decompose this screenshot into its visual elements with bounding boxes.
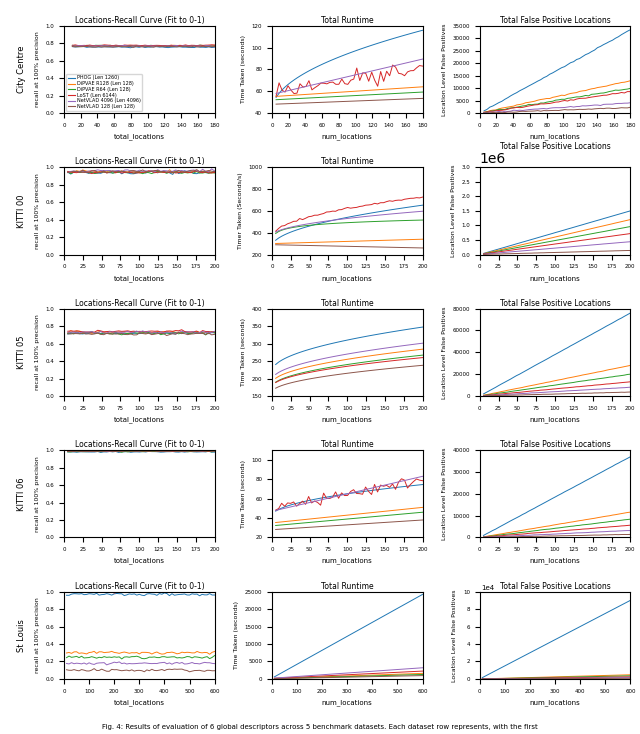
Title: Total False Positive Locations: Total False Positive Locations — [500, 299, 611, 308]
Text: 1e4: 1e4 — [481, 585, 494, 591]
X-axis label: num_locations: num_locations — [530, 558, 580, 564]
Text: KITTI 05: KITTI 05 — [17, 335, 26, 369]
X-axis label: num_locations: num_locations — [322, 700, 372, 706]
Title: Locations-Recall Curve (Fit to 0-1): Locations-Recall Curve (Fit to 0-1) — [74, 440, 204, 449]
Y-axis label: Location Level False Positives: Location Level False Positives — [442, 448, 447, 540]
Text: KITTI 06: KITTI 06 — [17, 477, 26, 511]
Title: Locations-Recall Curve (Fit to 0-1): Locations-Recall Curve (Fit to 0-1) — [74, 299, 204, 308]
Y-axis label: Time Taken (seconds): Time Taken (seconds) — [241, 459, 246, 528]
X-axis label: num_locations: num_locations — [530, 275, 580, 282]
X-axis label: num_locations: num_locations — [322, 134, 372, 140]
Title: Total Runtime: Total Runtime — [321, 16, 374, 25]
X-axis label: num_locations: num_locations — [322, 416, 372, 423]
Title: Locations-Recall Curve (Fit to 0-1): Locations-Recall Curve (Fit to 0-1) — [74, 16, 204, 25]
Y-axis label: recall at 100% precision: recall at 100% precision — [35, 597, 40, 673]
Title: Total Runtime: Total Runtime — [321, 440, 374, 449]
X-axis label: total_locations: total_locations — [114, 416, 165, 423]
Title: Total False Positive Locations: Total False Positive Locations — [500, 440, 611, 449]
Y-axis label: recall at 100% precision: recall at 100% precision — [35, 173, 40, 249]
X-axis label: total_locations: total_locations — [114, 275, 165, 282]
Y-axis label: recall at 100% precision: recall at 100% precision — [35, 456, 40, 531]
Title: Total Runtime: Total Runtime — [321, 157, 374, 167]
Y-axis label: Location Level False Positives: Location Level False Positives — [451, 164, 456, 257]
Title: Locations-Recall Curve (Fit to 0-1): Locations-Recall Curve (Fit to 0-1) — [74, 157, 204, 167]
Legend: PHOG (Len 1260), DiPVAE R128 (Len 128), DiPVAE R64 (Len 128), LoST (Len 6144), N: PHOG (Len 1260), DiPVAE R128 (Len 128), … — [67, 74, 143, 111]
Title: Total False Positive Locations: Total False Positive Locations — [500, 142, 611, 151]
X-axis label: num_locations: num_locations — [322, 275, 372, 282]
Y-axis label: Location Level False Positives: Location Level False Positives — [442, 23, 447, 116]
X-axis label: num_locations: num_locations — [322, 558, 372, 564]
Y-axis label: recall at 100% precision: recall at 100% precision — [35, 314, 40, 390]
X-axis label: total_locations: total_locations — [114, 700, 165, 706]
X-axis label: total_locations: total_locations — [114, 134, 165, 140]
Text: Fig. 4: Results of evaluation of 6 global descriptors across 5 benchmark dataset: Fig. 4: Results of evaluation of 6 globa… — [102, 724, 538, 730]
Y-axis label: Location Level False Positives: Location Level False Positives — [442, 306, 447, 399]
Text: St Louis: St Louis — [17, 619, 26, 652]
Title: Total False Positive Locations: Total False Positive Locations — [500, 582, 611, 591]
Y-axis label: Time Taken (seconds): Time Taken (seconds) — [241, 319, 246, 386]
Title: Total Runtime: Total Runtime — [321, 582, 374, 591]
Title: Locations-Recall Curve (Fit to 0-1): Locations-Recall Curve (Fit to 0-1) — [74, 582, 204, 591]
Title: Total Runtime: Total Runtime — [321, 299, 374, 308]
Text: KITTI 00: KITTI 00 — [17, 194, 26, 228]
X-axis label: num_locations: num_locations — [530, 416, 580, 423]
X-axis label: total_locations: total_locations — [114, 558, 165, 564]
X-axis label: num_locations: num_locations — [530, 134, 580, 140]
Text: City Centre: City Centre — [17, 46, 26, 93]
Y-axis label: Timer Taken (Seconds/s): Timer Taken (Seconds/s) — [237, 172, 243, 249]
Y-axis label: Time Taken (seconds): Time Taken (seconds) — [234, 601, 239, 669]
Title: Total False Positive Locations: Total False Positive Locations — [500, 16, 611, 25]
Y-axis label: Time Taken (seconds): Time Taken (seconds) — [241, 35, 246, 103]
Y-axis label: recall at 100% precision: recall at 100% precision — [35, 32, 40, 107]
X-axis label: num_locations: num_locations — [530, 700, 580, 706]
Y-axis label: Location Level False Positives: Location Level False Positives — [452, 589, 458, 682]
